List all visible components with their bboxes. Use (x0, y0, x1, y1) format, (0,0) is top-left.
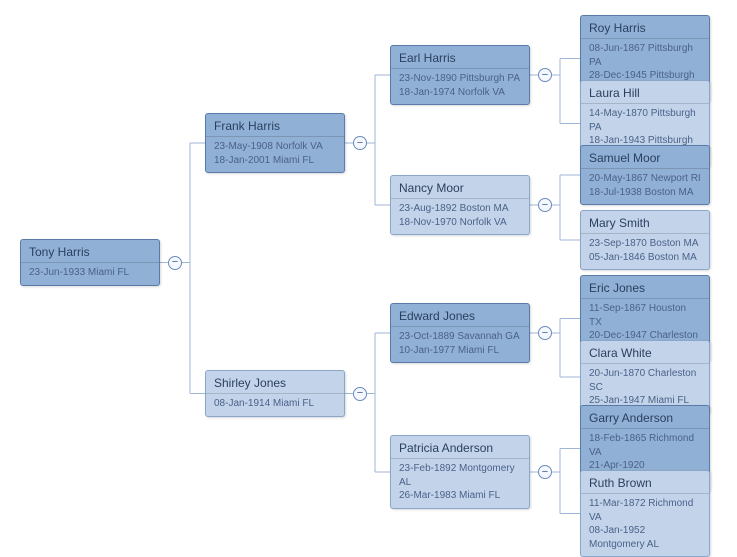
birth-line: 23-Nov-1890 Pittsburgh PA (399, 72, 521, 86)
birth-line: 08-Jan-1914 Miami FL (214, 397, 336, 411)
person-node-nancy-moor: Nancy Moor 23-Aug-1892 Boston MA18-Nov-19… (390, 175, 530, 235)
birth-line: 23-Oct-1889 Savannah GA (399, 330, 521, 344)
expand-toggle[interactable]: − (538, 68, 552, 82)
person-name: Frank Harris (214, 119, 336, 133)
birth-line: 20-Jun-1870 Charleston SC (589, 367, 701, 394)
birth-line: 11-Mar-1872 Richmond VA (589, 497, 701, 524)
birth-line: 23-Jun-1933 Miami FL (29, 266, 151, 280)
death-line: 08-Jan-1952 Montgomery AL (589, 524, 701, 551)
person-node-clara-white: Clara White20-Jun-1870 Charleston SC25-J… (580, 340, 710, 414)
death-line: 18-Jul-1938 Boston MA (589, 186, 701, 200)
person-name: Garry Anderson (589, 411, 701, 425)
expand-toggle[interactable]: − (538, 198, 552, 212)
family-tree-canvas: Tony Harris 23-Jun-1933 Miami FL Frank Har… (0, 0, 737, 531)
divider (581, 103, 709, 104)
birth-line: 23-Feb-1892 Montgomery AL (399, 462, 521, 489)
person-node-edward-jones: Edward Jones 23-Oct-1889 Savannah GA10-Ja… (390, 303, 530, 363)
divider (581, 233, 709, 234)
divider (581, 428, 709, 429)
person-name: Clara White (589, 346, 701, 360)
divider (391, 326, 529, 327)
expand-toggle[interactable]: − (538, 326, 552, 340)
person-name: Eric Jones (589, 281, 701, 295)
birth-line: 20-May-1867 Newport RI (589, 172, 701, 186)
expand-toggle[interactable]: − (353, 136, 367, 150)
divider (391, 458, 529, 459)
death-line: 18-Jan-1974 Norfolk VA (399, 86, 521, 100)
divider (581, 168, 709, 169)
person-node-frank-harris: Frank Harris 23-May-1908 Norfolk VA18-Jan… (205, 113, 345, 173)
person-node-ruth-brown: Ruth Brown 11-Mar-1872 Richmond VA08-Jan-… (580, 470, 710, 557)
expand-toggle[interactable]: − (168, 256, 182, 270)
person-node-patricia-anderson: Patricia Anderson 23-Feb-1892 Montgomery … (390, 435, 530, 509)
death-line: 18-Nov-1970 Norfolk VA (399, 216, 521, 230)
birth-line: 08-Jun-1867 Pittsburgh PA (589, 42, 701, 69)
divider (581, 298, 709, 299)
person-name: Samuel Moor (589, 151, 701, 165)
divider (21, 262, 159, 263)
person-name: Earl Harris (399, 51, 521, 65)
person-node-samuel-moor: Samuel Moor 20-May-1867 Newport RI18-Jul-… (580, 145, 710, 205)
death-line: 10-Jan-1977 Miami FL (399, 344, 521, 358)
expand-toggle[interactable]: − (538, 465, 552, 479)
divider (581, 493, 709, 494)
divider (206, 136, 344, 137)
person-name: Nancy Moor (399, 181, 521, 195)
birth-line: 23-May-1908 Norfolk VA (214, 140, 336, 154)
person-name: Edward Jones (399, 309, 521, 323)
birth-line: 23-Sep-1870 Boston MA (589, 237, 701, 251)
person-node-tony-harris: Tony Harris 23-Jun-1933 Miami FL (20, 239, 160, 286)
expand-toggle[interactable]: − (353, 387, 367, 401)
divider (206, 393, 344, 394)
person-name: Shirley Jones (214, 376, 336, 390)
death-line: 05-Jan-1846 Boston MA (589, 251, 701, 265)
divider (391, 198, 529, 199)
person-node-mary-smith: Mary Smith 23-Sep-1870 Boston MA05-Jan-18… (580, 210, 710, 270)
person-name: Roy Harris (589, 21, 701, 35)
birth-line: 14-May-1870 Pittsburgh PA (589, 107, 701, 134)
death-line: 26-Mar-1983 Miami FL (399, 489, 521, 503)
person-name: Ruth Brown (589, 476, 701, 490)
person-node-earl-harris: Earl Harris 23-Nov-1890 Pittsburgh PA18-J… (390, 45, 530, 105)
person-name: Tony Harris (29, 245, 151, 259)
divider (581, 363, 709, 364)
divider (391, 68, 529, 69)
birth-line: 18-Feb-1865 Richmond VA (589, 432, 701, 459)
divider (581, 38, 709, 39)
death-line: 18-Jan-2001 Miami FL (214, 154, 336, 168)
birth-line: 11-Sep-1867 Houston TX (589, 302, 701, 329)
birth-line: 23-Aug-1892 Boston MA (399, 202, 521, 216)
person-name: Mary Smith (589, 216, 701, 230)
person-name: Laura Hill (589, 86, 701, 100)
person-node-shirley-jones: Shirley Jones 08-Jan-1914 Miami FL (205, 370, 345, 417)
person-name: Patricia Anderson (399, 441, 521, 455)
